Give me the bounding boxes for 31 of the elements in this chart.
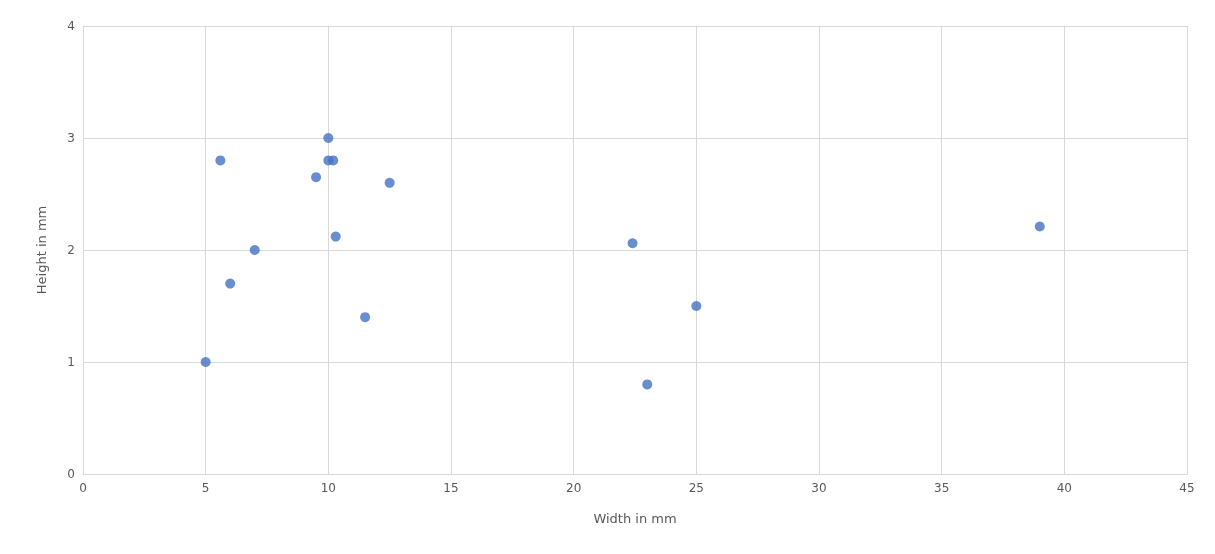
y-tick-label: 0 [67, 467, 75, 481]
x-tick-label: 35 [934, 481, 950, 495]
point [328, 155, 339, 166]
x-tick-label: 15 [443, 481, 459, 495]
point [330, 231, 341, 242]
y-axis-title: Height in mm [34, 205, 49, 295]
y-tick-label: 3 [67, 131, 75, 145]
point [215, 155, 226, 166]
x-tick-label: 40 [1056, 481, 1072, 495]
point [323, 133, 334, 143]
point [627, 238, 638, 249]
point [642, 379, 653, 390]
point [384, 177, 395, 188]
point [249, 245, 260, 255]
x-tick-label: 10 [320, 481, 336, 495]
point [360, 312, 371, 323]
y-tick-label: 4 [67, 19, 75, 33]
x-tick-label: 45 [1179, 481, 1195, 495]
y-tick-label: 2 [67, 243, 75, 257]
x-tick-label: 5 [201, 481, 210, 495]
x-tick-label: 30 [811, 481, 827, 495]
point [200, 357, 211, 367]
x-axis-title: Width in mm [593, 511, 677, 526]
point [311, 172, 322, 183]
point [691, 301, 702, 311]
x-tick-label: 0 [79, 481, 87, 495]
x-tick-label: 25 [688, 481, 704, 495]
y-tick-label: 1 [67, 355, 75, 369]
point [225, 278, 236, 289]
point [1034, 221, 1045, 232]
x-tick-label: 20 [566, 481, 582, 495]
